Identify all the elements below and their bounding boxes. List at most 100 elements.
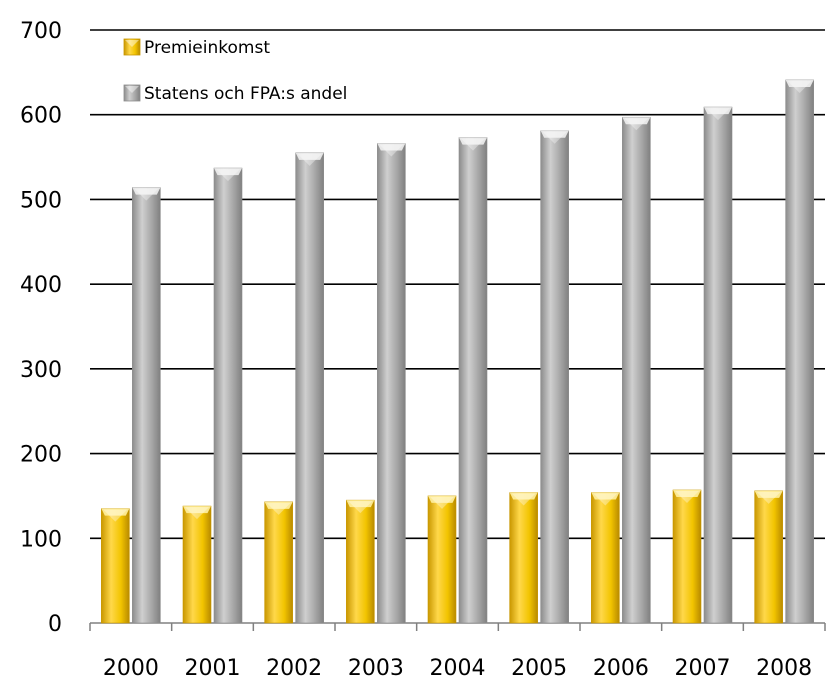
bar-bevel [509, 492, 538, 500]
bar-body [264, 501, 293, 624]
bar-bevel [183, 506, 211, 514]
bar-body [213, 167, 243, 624]
gridlines [90, 29, 825, 540]
bar-highlight [593, 493, 618, 506]
legend-label: Premieinkomst [144, 38, 270, 58]
bar-premieinkomst-2007 [672, 489, 702, 624]
bar-bevel [754, 490, 783, 498]
bar-body [458, 137, 488, 624]
x-tick-label: 2007 [675, 656, 731, 681]
bar-body [672, 489, 702, 624]
bar-premieinkomst-2003 [346, 499, 375, 624]
bar-bevel [704, 107, 732, 115]
bar-highlight [624, 118, 649, 131]
y-tick-label: 600 [20, 104, 62, 129]
bar-body [754, 490, 783, 624]
bar-highlight [103, 509, 128, 522]
bar-premieinkomst-2005 [509, 492, 538, 624]
bar-highlight [185, 507, 209, 520]
bar-statens-och-fpa-2002 [295, 152, 324, 624]
x-tick-label: 2008 [756, 656, 812, 681]
bar-highlight [216, 169, 240, 182]
legend-label: Statens och FPA:s andel [144, 84, 347, 104]
bar-highlight [756, 491, 781, 504]
x-tick-label: 2003 [348, 656, 404, 681]
bar-premieinkomst-2002 [264, 501, 293, 624]
legend-item-premieinkomst: Premieinkomst [123, 38, 270, 58]
bar-body [785, 79, 814, 624]
y-tick-label: 100 [20, 527, 62, 552]
x-tick-label: 2006 [593, 656, 649, 681]
bar-statens-och-fpa-2003 [377, 143, 406, 624]
bar-body [346, 499, 375, 624]
bar-bevel [377, 143, 406, 151]
y-tick-label: 500 [20, 188, 62, 213]
bar-highlight [675, 490, 699, 503]
bar-statens-och-fpa-2000 [132, 187, 161, 624]
x-tick-label: 2004 [430, 656, 486, 681]
legend-swatch [123, 84, 141, 102]
bar-body [101, 508, 130, 624]
bar-highlight [297, 153, 322, 166]
bar-statens-och-fpa-2006 [622, 116, 651, 624]
bar-body [427, 495, 457, 624]
x-tick-label: 2000 [103, 656, 159, 681]
bar-body [377, 143, 406, 624]
x-tick-label: 2005 [511, 656, 567, 681]
bar-premieinkomst-2008 [754, 490, 783, 624]
bar-statens-och-fpa-2001 [213, 167, 243, 624]
bar-premieinkomst-2001 [182, 505, 212, 624]
bar-highlight [511, 493, 536, 506]
bar-premieinkomst-2000 [101, 508, 130, 624]
bar-bevel [346, 500, 375, 508]
bar-bevel [459, 137, 487, 145]
y-tick-label: 200 [20, 443, 62, 468]
bar-bevel [264, 501, 293, 509]
bar-premieinkomst-2006 [591, 492, 620, 624]
bar-highlight [379, 144, 404, 157]
bar-body [182, 505, 212, 624]
bar-bevel [214, 168, 242, 176]
bar-body [540, 130, 569, 624]
bar-bevel [295, 152, 324, 160]
bar-highlight [266, 502, 291, 515]
bar-body [703, 106, 733, 624]
bar-statens-och-fpa-2005 [540, 130, 569, 624]
x-tick-label: 2001 [185, 656, 241, 681]
bar-bevel [540, 130, 569, 138]
legend: Premieinkomst Statens och FPA:s andel [123, 38, 347, 104]
bar-bevel [428, 495, 456, 503]
legend-swatch [123, 38, 141, 56]
bar-highlight [542, 131, 567, 144]
y-tick-label: 700 [20, 19, 62, 44]
bar-highlight [706, 108, 730, 121]
legend-swatch-highlight [125, 40, 139, 47]
bar-bevel [101, 508, 130, 516]
bar-bevel [673, 489, 701, 497]
bar-highlight [430, 496, 454, 509]
bar-body [509, 492, 538, 624]
bar-highlight [461, 138, 485, 151]
legend-item-statens-och-fpa: Statens och FPA:s andel [123, 84, 347, 104]
bar-bevel [622, 117, 651, 125]
bars [101, 79, 814, 624]
y-tick-label: 300 [20, 358, 62, 383]
bar-body [295, 152, 324, 624]
bar-statens-och-fpa-2004 [458, 137, 488, 624]
bar-statens-och-fpa-2008 [785, 79, 814, 624]
bar-body [622, 116, 651, 624]
bar-highlight [134, 188, 159, 201]
bar-body [132, 187, 161, 624]
bar-bevel [591, 492, 620, 500]
axes: 0 100 200 300 400 500 600 700 2000 2001 2002 2003 20… [20, 19, 826, 681]
legend-swatch-highlight [125, 86, 139, 93]
bar-statens-och-fpa-2007 [703, 106, 733, 624]
x-tick-label: 2002 [266, 656, 322, 681]
bar-highlight [348, 501, 373, 514]
bar-highlight [787, 80, 812, 93]
bar-bevel [132, 187, 161, 195]
bar-premieinkomst-2004 [427, 495, 457, 624]
y-tick-label: 400 [20, 273, 62, 298]
